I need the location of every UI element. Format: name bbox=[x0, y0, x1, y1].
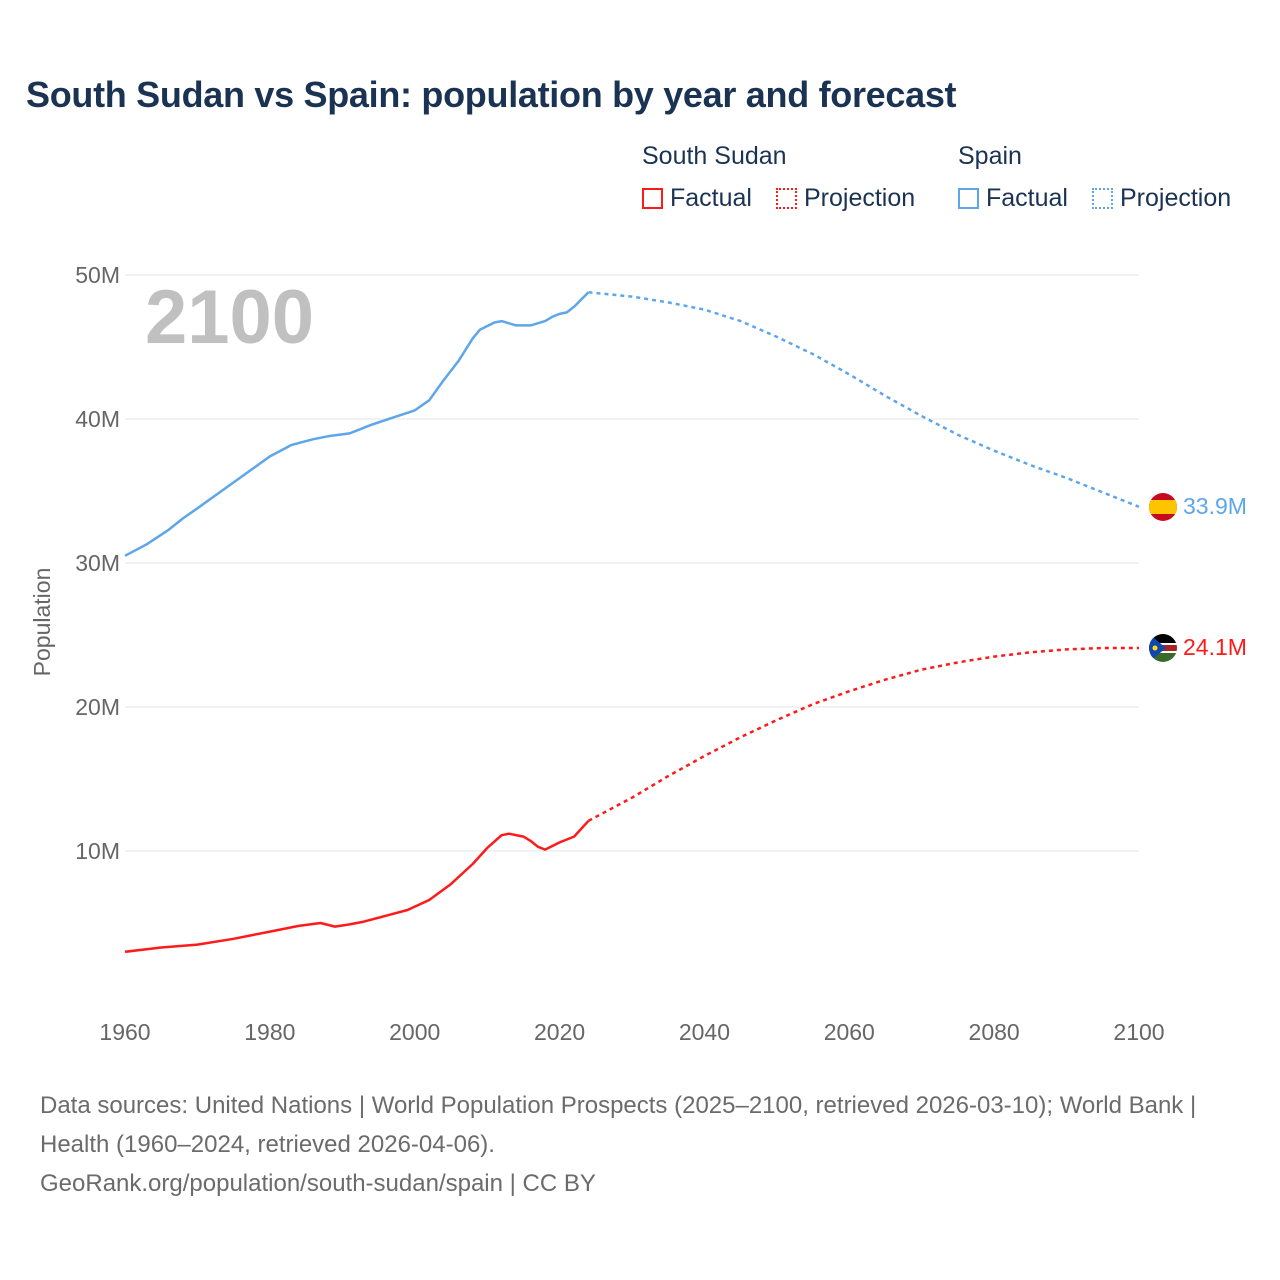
y-tick-label: 30M bbox=[75, 550, 120, 576]
year-watermark: 2100 bbox=[145, 275, 314, 360]
spain-factual-line bbox=[124, 291, 590, 557]
spain-flag-icon bbox=[1149, 493, 1177, 521]
x-tick-label: 2060 bbox=[824, 1019, 875, 1045]
data-sources: Data sources: United Nations | World Pop… bbox=[40, 1092, 1197, 1158]
x-tick-label: 1980 bbox=[244, 1019, 295, 1045]
legend-swatch-solid bbox=[958, 188, 979, 209]
y-tick-label: 50M bbox=[75, 262, 120, 288]
legend-label: Projection bbox=[804, 184, 916, 212]
legend-swatch-solid bbox=[642, 188, 663, 209]
y-tick-label: 40M bbox=[75, 406, 120, 432]
legend-south-sudan-factual[interactable]: Factual bbox=[642, 184, 752, 213]
x-tick-label: 2100 bbox=[1113, 1019, 1164, 1045]
south-sudan-factual-line bbox=[124, 819, 590, 954]
legend-swatch-dotted bbox=[776, 188, 797, 209]
credit-link[interactable]: GeoRank.org/population/south-sudan/spain… bbox=[40, 1170, 596, 1197]
y-tick-label: 10M bbox=[75, 838, 120, 864]
legend-label: Factual bbox=[986, 184, 1068, 212]
legend-label: Projection bbox=[1120, 184, 1232, 212]
chart-title: South Sudan vs Spain: population by year… bbox=[26, 74, 957, 115]
spain-projection-line bbox=[588, 291, 1140, 508]
x-tick-label: 2020 bbox=[534, 1019, 585, 1045]
y-tick-label: 20M bbox=[75, 694, 120, 720]
legend-spain-factual[interactable]: Factual bbox=[958, 184, 1068, 213]
legend-group-south-sudan: South Sudan bbox=[642, 142, 787, 170]
legend-label: Factual bbox=[670, 184, 752, 212]
legend-spain-projection[interactable]: Projection bbox=[1092, 184, 1231, 213]
footer: Data sources: United Nations | World Pop… bbox=[40, 1086, 1240, 1203]
legend-swatch-dotted bbox=[1092, 188, 1113, 209]
legend-group-spain: Spain bbox=[958, 142, 1022, 170]
x-tick-label: 2040 bbox=[679, 1019, 730, 1045]
x-tick-label: 2000 bbox=[389, 1019, 440, 1045]
spain-end-label: 33.9M bbox=[1183, 493, 1247, 519]
south-sudan-flag-icon bbox=[1149, 634, 1177, 662]
y-axis-label: Population bbox=[29, 568, 55, 677]
legend-south-sudan-projection[interactable]: Projection bbox=[776, 184, 915, 213]
x-tick-label: 2080 bbox=[969, 1019, 1020, 1045]
x-tick-label: 1960 bbox=[99, 1019, 150, 1045]
south-sudan-projection-line bbox=[587, 646, 1139, 822]
south-sudan-end-label: 24.1M bbox=[1183, 634, 1247, 660]
